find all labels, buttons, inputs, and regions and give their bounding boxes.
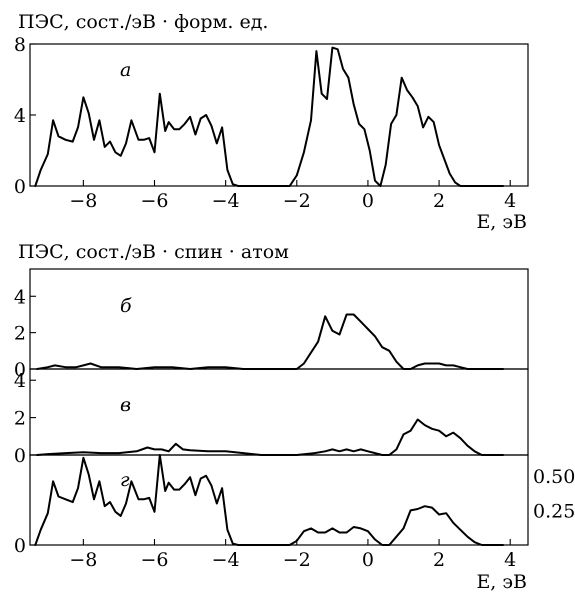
y-tick-label: 2 bbox=[14, 408, 26, 430]
panel-d-dos-curve bbox=[34, 454, 505, 546]
right-y-tick-label: 0.50 bbox=[533, 466, 575, 488]
panel-c: в 0 2 4 bbox=[14, 368, 529, 467]
panel-a-y-ticks: 0 4 8 bbox=[14, 34, 36, 198]
panel-b: ПЭС, сост./эВ · спин · атом б 0 2 4 bbox=[14, 241, 529, 381]
panel-a-frame bbox=[29, 43, 529, 187]
panel-c-dos-curve bbox=[36, 418, 505, 456]
y-tick-label: 4 bbox=[14, 105, 26, 127]
x-tick-label: −2 bbox=[283, 549, 311, 571]
x-tick-label: −8 bbox=[69, 549, 97, 571]
y-tick-label: 0 bbox=[14, 359, 26, 381]
panel-d-x-axis-label: E, эВ bbox=[476, 571, 527, 593]
panel-a: ПЭС, сост./эВ · форм. ед. а 0 4 8 −8 −6 −4 −2… bbox=[14, 11, 529, 233]
panel-d-x-ticks: −8 −6 −4 −2 0 2 4 bbox=[69, 539, 516, 571]
x-tick-label: −4 bbox=[212, 549, 240, 571]
y-tick-label: 2 bbox=[14, 323, 26, 345]
panel-d: г 0 0.25 0.50 −8 −6 −4 −2 0 2 4 E, эВ bbox=[14, 454, 575, 593]
y-tick-label: 4 bbox=[14, 370, 26, 392]
x-tick-label: 4 bbox=[504, 190, 516, 212]
x-tick-label: −4 bbox=[212, 190, 240, 212]
x-tick-label: 2 bbox=[433, 549, 445, 571]
panel-b-frame bbox=[29, 268, 529, 370]
panel-b-title: ПЭС, сост./эВ · спин · атом bbox=[18, 241, 289, 263]
x-tick-label: −2 bbox=[283, 190, 311, 212]
x-tick-label: −6 bbox=[140, 549, 168, 571]
y-tick-label: 4 bbox=[14, 286, 26, 308]
panel-a-dos-curve bbox=[34, 46, 505, 187]
panel-c-frame bbox=[29, 368, 529, 456]
panel-a-x-ticks: −8 −6 −4 −2 0 2 4 bbox=[69, 180, 516, 212]
panel-d-y-ticks: 0 bbox=[14, 535, 36, 557]
panel-b-label: б bbox=[120, 295, 132, 317]
panel-a-title: ПЭС, сост./эВ · форм. ед. bbox=[18, 11, 268, 33]
x-tick-label: 4 bbox=[504, 549, 516, 571]
panel-c-y-ticks: 0 2 4 bbox=[14, 370, 36, 467]
y-tick-label: 8 bbox=[14, 34, 26, 56]
panel-d-label: г bbox=[120, 469, 130, 491]
x-tick-label: −6 bbox=[140, 190, 168, 212]
panel-b-y-ticks: 0 2 4 bbox=[14, 286, 36, 381]
x-tick-label: 0 bbox=[362, 190, 374, 212]
panel-a-x-axis-label: E, эВ bbox=[476, 211, 527, 233]
x-tick-label: 0 bbox=[362, 549, 374, 571]
panel-d-right-y-ticks: 0.25 0.50 bbox=[533, 466, 575, 523]
x-tick-label: −8 bbox=[69, 190, 97, 212]
y-tick-label: 0 bbox=[14, 445, 26, 467]
y-tick-label: 0 bbox=[14, 176, 26, 198]
panel-b-dos-curve bbox=[36, 313, 505, 370]
x-tick-label: 2 bbox=[433, 190, 445, 212]
right-y-tick-label: 0.25 bbox=[533, 500, 575, 522]
panel-c-label: в bbox=[120, 394, 131, 416]
y-tick-label: 0 bbox=[14, 535, 26, 557]
panel-a-label: а bbox=[120, 59, 131, 81]
panel-d-frame bbox=[29, 454, 529, 546]
